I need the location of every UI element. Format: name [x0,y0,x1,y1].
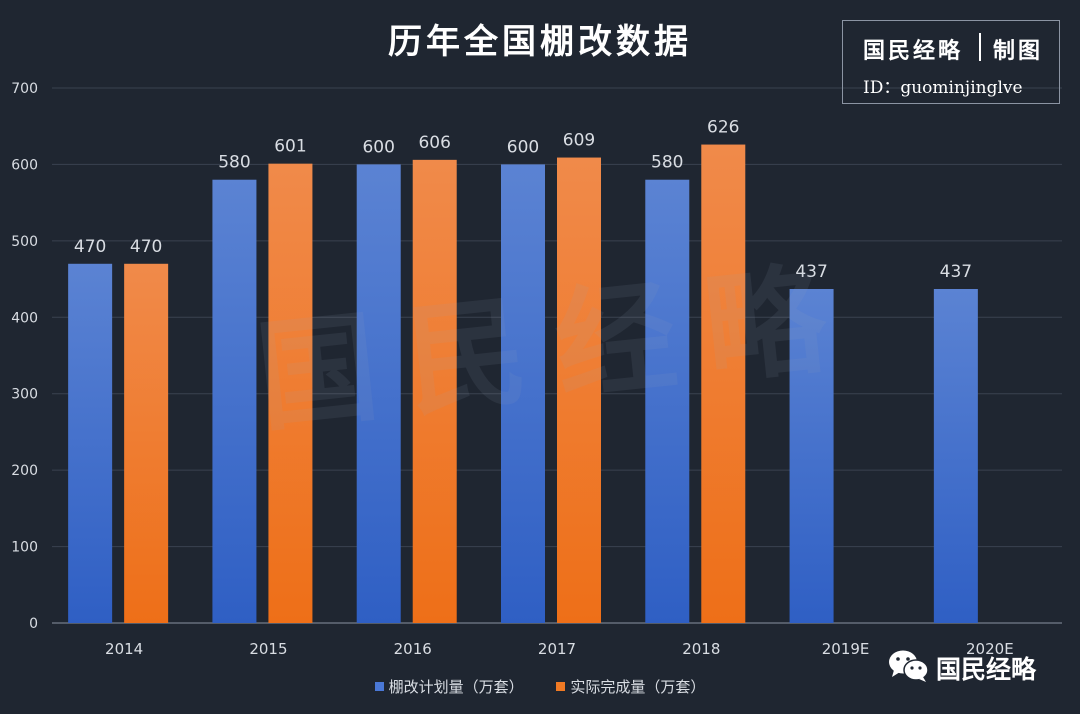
legend-swatch-plan [374,682,384,691]
bar [789,289,834,623]
legend-item-actual: 实际完成量（万套） [556,676,705,697]
data-label: 626 [707,118,739,138]
data-label: 606 [418,133,450,153]
brand-name: 国民经略 [863,38,964,64]
x-tick-label: 2014 [105,640,143,658]
wechat-account-name: 国民经略 [936,655,1037,684]
legend-swatch-actual [556,682,566,691]
brand-box: 国民经略 制图 ID：guominjinglve [842,20,1060,104]
x-tick-label: 2018 [682,640,720,658]
bar [933,289,978,623]
bar [557,157,601,624]
y-tick-label: 300 [11,387,38,403]
x-tick-label: 2020E [966,640,1014,658]
data-label: 437 [795,262,827,282]
data-label: 580 [651,153,683,173]
y-tick-label: 700 [11,81,38,97]
data-label: 609 [563,131,595,151]
data-label: 580 [218,153,250,173]
y-tick-label: 100 [11,540,38,556]
y-tick-label: 0 [29,616,38,632]
brand-divider [979,33,981,61]
y-tick-label: 500 [11,234,38,250]
x-tick-label: 2017 [538,640,576,658]
data-label: 601 [274,137,306,157]
bar [68,263,113,623]
bar [501,164,545,623]
data-label: 470 [130,237,162,257]
bar [212,179,257,623]
legend-item-plan: 棚改计划量（万套） [374,676,524,697]
bar [124,263,169,623]
bar [412,159,457,624]
chart-legend: 棚改计划量（万套） 实际完成量（万套） [0,676,1080,697]
data-label: 437 [940,262,972,282]
x-tick-label: 2016 [394,640,432,658]
data-label: 600 [507,137,539,157]
legend-label-plan: 棚改计划量（万套） [388,678,524,696]
legend-label-actual: 实际完成量（万套） [570,678,706,696]
bar [701,144,746,624]
y-tick-label: 200 [11,463,38,479]
bar [645,179,690,623]
x-tick-label: 2015 [249,640,287,658]
bar [356,164,401,623]
brand-id: ID：guominjinglve [863,78,1023,98]
x-tick-label: 2019E [822,640,870,658]
brand-made-by: 制图 [993,38,1044,64]
y-tick-label: 600 [11,157,38,173]
y-tick-label: 400 [11,310,38,326]
chart-title: 历年全国棚改数据 [388,22,692,62]
wechat-icon [889,650,929,682]
data-label: 470 [74,237,106,257]
bar [268,163,313,623]
data-label: 600 [362,137,394,157]
